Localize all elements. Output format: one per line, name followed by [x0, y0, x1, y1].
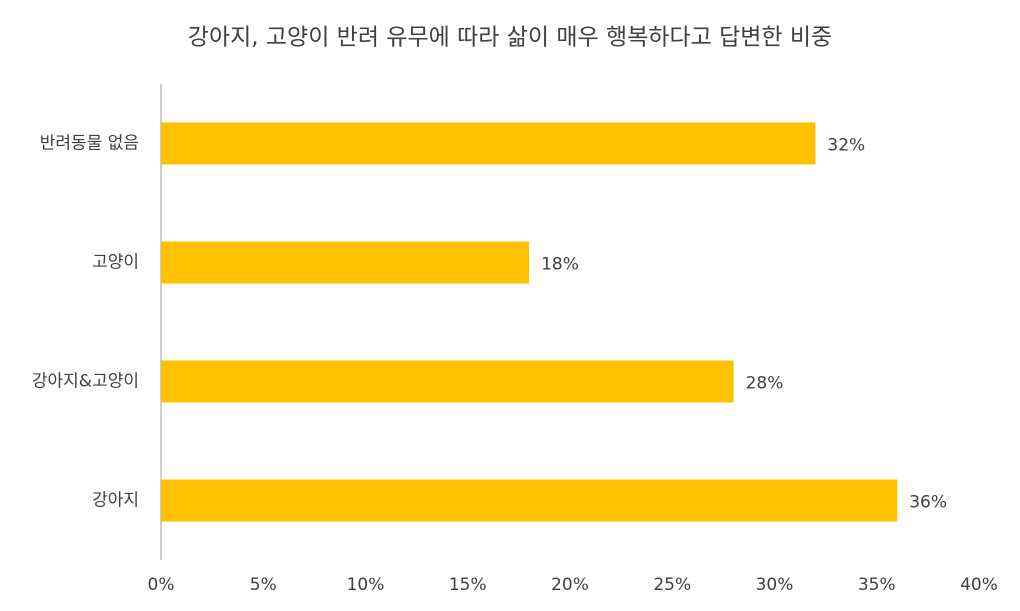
x-tick-label: 15% [449, 575, 487, 595]
x-tick-label: 40% [960, 575, 998, 595]
bar [161, 241, 530, 284]
y-tick-label: 강아지&고양이 [32, 372, 139, 392]
bar [161, 479, 898, 522]
y-tick-label: 강아지 [92, 491, 139, 511]
x-tick-label: 25% [653, 575, 691, 595]
data-label: 32% [827, 136, 865, 156]
chart-title: 강아지, 고양이 반려 유무에 따라 삶이 매우 행복하다고 답변한 비중 [188, 25, 832, 51]
data-label: 28% [746, 374, 784, 394]
x-tick-label: 10% [347, 575, 385, 595]
y-tick-label: 반려동물 없음 [40, 134, 139, 154]
x-tick-label: 0% [148, 575, 175, 595]
x-tick-label: 30% [756, 575, 794, 595]
data-label: 18% [541, 255, 579, 275]
x-tick-label: 5% [250, 575, 277, 595]
x-tick-label: 35% [858, 575, 896, 595]
x-tick-label: 20% [551, 575, 589, 595]
bar [161, 360, 734, 403]
y-tick-label: 고양이 [92, 253, 139, 273]
bar [161, 122, 816, 165]
data-label: 36% [909, 493, 947, 513]
